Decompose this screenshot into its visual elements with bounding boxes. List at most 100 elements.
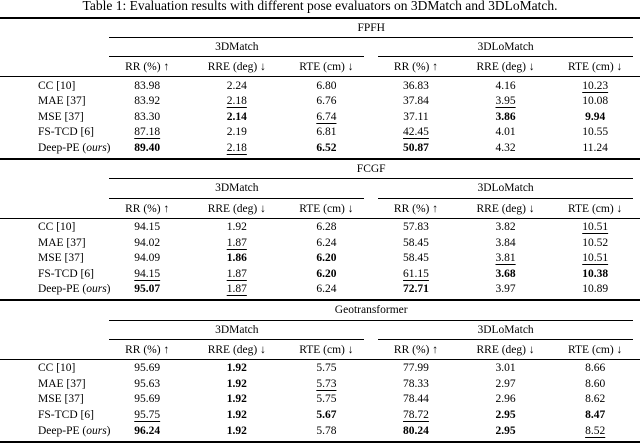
value-cell: 78.44 <box>371 392 461 408</box>
value-cell: 94.02 <box>102 236 192 252</box>
method-name-suffix: ) <box>106 424 111 437</box>
metric-header: RR (%) ↑ <box>393 202 439 215</box>
metric-value: 6.80 <box>316 79 337 92</box>
value-cell: 3.82 <box>461 218 551 236</box>
metric-value: 5.75 <box>316 362 337 375</box>
metric-value: 5.73 <box>316 377 337 390</box>
method-name: CC [10] <box>38 362 76 375</box>
section-body: CC [10] 83.98 2.24 6.80 36.83 4.16 10.23 MAE [3… <box>0 77 640 159</box>
value-cell: 83.30 <box>102 110 192 126</box>
value-cell: 2.97 <box>461 377 551 393</box>
metric-header-row: RR (%) ↑ RRE (deg) ↓ RTE (cm) ↓ RR (%) ↑… <box>0 57 640 77</box>
metric-value: 6.74 <box>316 110 337 123</box>
value-cell: 1.92 <box>192 424 282 442</box>
table-row: MSE [37] 94.09 1.86 6.20 58.45 3.81 10.51 <box>0 251 640 267</box>
metric-value: 78.44 <box>403 393 429 406</box>
metric-value: 2.96 <box>495 393 516 406</box>
metric-value: 4.32 <box>495 142 516 155</box>
dataset-group-row: 3DMatch 3DLoMatch <box>0 179 640 199</box>
value-cell: 37.11 <box>371 110 461 126</box>
table-row: MSE [37] 95.69 1.92 5.75 78.44 2.96 8.62 <box>0 392 640 408</box>
method-name: Deep-PE ( <box>38 283 87 296</box>
table-row: MAE [37] 83.92 2.18 6.76 37.84 3.95 10.08 <box>0 94 640 110</box>
metric-value: 1.92 <box>226 393 247 406</box>
metric-value: 3.97 <box>495 283 516 296</box>
value-cell: 58.45 <box>371 251 461 267</box>
metric-value: 83.30 <box>134 110 161 123</box>
metric-value: 10.52 <box>582 236 609 249</box>
metric-value: 6.52 <box>316 142 337 155</box>
section-title-cell: FCGF <box>102 160 640 180</box>
group-3dmatch-label: 3DMatch <box>109 38 365 58</box>
method-name: MAE [37] <box>38 95 86 108</box>
metric-value: 10.89 <box>582 283 609 296</box>
metric-value: 8.60 <box>585 377 606 390</box>
method-label: Deep-PE (ours) <box>0 282 111 300</box>
metric-value: 1.87 <box>226 236 247 249</box>
method-label: MSE [37] <box>0 110 102 126</box>
value-cell: 1.87 <box>192 282 282 300</box>
metric-value: 2.95 <box>495 424 516 437</box>
metric-header-row: RR (%) ↑ RRE (deg) ↓ RTE (cm) ↓ RR (%) ↑… <box>0 199 640 219</box>
empty-cell <box>0 301 102 320</box>
method-name: MSE [37] <box>38 110 84 123</box>
metric-value: 2.18 <box>226 142 247 155</box>
metric-value: 37.84 <box>403 95 429 108</box>
dataset-group-row: 3DMatch 3DLoMatch <box>0 321 640 340</box>
value-cell: 77.99 <box>371 359 461 377</box>
metric-value: 78.33 <box>403 377 429 390</box>
value-cell: 83.92 <box>102 94 192 110</box>
method-name-suffix: ) <box>106 283 111 296</box>
ours-note: ours <box>86 142 107 155</box>
value-cell: 1.92 <box>192 218 282 236</box>
metric-header: RTE (cm) ↓ <box>568 61 623 74</box>
method-label: FS-TCD [6] <box>0 125 102 141</box>
metric-value: 61.15 <box>403 267 429 280</box>
value-cell: 5.67 <box>282 408 372 424</box>
metric-value: 95.69 <box>134 393 161 406</box>
section-title: FCGF <box>109 160 633 180</box>
value-cell: 4.16 <box>461 77 551 95</box>
value-cell: 8.60 <box>550 377 640 393</box>
empty-cell <box>0 57 102 77</box>
dataset-group-row: 3DMatch 3DLoMatch <box>0 38 640 58</box>
metric-value: 1.92 <box>226 221 247 234</box>
table-row: Deep-PE (ours) 96.24 1.92 5.78 80.24 2.95 8.52 <box>0 424 640 442</box>
method-label: FS-TCD [6] <box>0 408 102 424</box>
method-name: MSE [37] <box>38 393 84 406</box>
value-cell: 94.15 <box>102 218 192 236</box>
value-cell: 8.52 <box>550 424 640 442</box>
metric-value: 8.66 <box>585 362 606 375</box>
table-row: MSE [37] 83.30 2.14 6.74 37.11 3.86 9.94 <box>0 110 640 126</box>
metric-header: RRE (deg) ↓ <box>476 343 535 356</box>
metric-value: 10.51 <box>582 221 609 234</box>
metric-value: 95.75 <box>134 408 161 421</box>
metric-value: 96.24 <box>134 424 161 437</box>
metric-header: RR (%) ↑ <box>393 61 439 74</box>
value-cell: 8.47 <box>550 408 640 424</box>
metric-value: 3.68 <box>495 267 516 280</box>
group-3dlomatch-cell: 3DLoMatch <box>371 179 640 199</box>
method-name: MSE [37] <box>38 252 84 265</box>
metric-value: 1.92 <box>226 424 247 437</box>
method-label: CC [10] <box>0 359 102 377</box>
metric-value: 94.15 <box>134 267 161 280</box>
value-cell: 2.95 <box>461 408 551 424</box>
metric-value: 36.83 <box>403 79 429 92</box>
value-cell: 10.55 <box>550 125 640 141</box>
value-cell: 4.01 <box>461 125 551 141</box>
group-3dmatch-cell: 3DMatch <box>102 321 371 340</box>
value-cell: 9.94 <box>550 110 640 126</box>
metric-value: 58.45 <box>403 236 429 249</box>
empty-cell <box>0 321 102 340</box>
metric-value: 78.72 <box>403 408 429 421</box>
value-cell: 8.62 <box>550 392 640 408</box>
method-name: CC [10] <box>38 221 76 234</box>
value-cell: 95.63 <box>102 377 192 393</box>
metric-value: 3.81 <box>495 252 516 265</box>
method-name: Deep-PE ( <box>38 142 87 155</box>
metric-header: RRE (deg) ↓ <box>207 61 266 74</box>
metric-header: RRE (deg) ↓ <box>207 202 266 215</box>
value-cell: 4.32 <box>461 141 551 159</box>
table-row: MAE [37] 94.02 1.87 6.24 58.45 3.84 10.52 <box>0 236 640 252</box>
